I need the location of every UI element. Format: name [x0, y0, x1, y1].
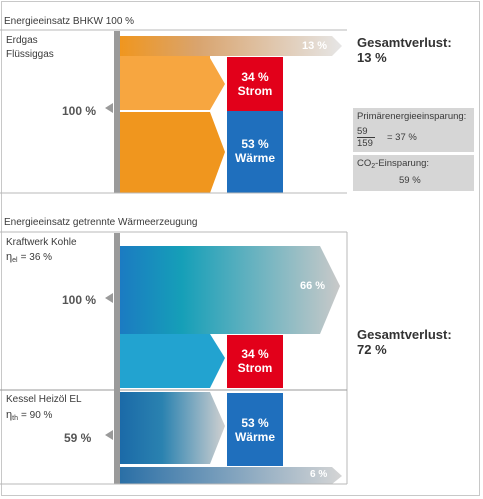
top-input-label-1: Erdgas: [6, 35, 38, 46]
fraction-line: [357, 137, 375, 138]
bottom-total-loss-label: Gesamtverlust:: [357, 327, 452, 342]
primary-den: 159: [357, 138, 373, 149]
primary-result: = 37 %: [387, 132, 417, 143]
bottom-title: Energieeinsatz getrennte Wärmeerzeugung: [4, 217, 198, 228]
top-total-loss-label: Gesamtverlust:: [357, 35, 452, 50]
top-strom-pct: 34 %: [241, 70, 269, 84]
plant-strom-flow: [120, 334, 225, 388]
bottom-waerme-pct: 53 %: [241, 416, 269, 430]
top-title: Energieeinsatz BHKW 100 %: [4, 16, 135, 27]
top-waerme-flow: [120, 112, 225, 193]
plant-input-pct: 100 %: [62, 293, 97, 307]
top-input-label-2: Flüssiggas: [6, 49, 54, 60]
plant-loss-flow: [120, 246, 340, 334]
top-waerme-pct: 53 %: [241, 137, 269, 151]
boiler-input-arrow-icon: [105, 430, 113, 440]
primary-num: 59: [357, 126, 368, 137]
boiler-loss-flow: [120, 467, 342, 484]
boiler-waerme-flow: [120, 392, 225, 464]
plant-loss-pct: 66 %: [300, 280, 326, 292]
boiler-eta: ηth = 90 %: [6, 409, 53, 422]
plant-input-arrow-icon: [105, 293, 113, 303]
co2-savings-box: CO2-Einsparung: 59 %: [353, 155, 474, 191]
co2-title: CO2-Einsparung:: [357, 158, 430, 170]
bottom-strom-box: [227, 335, 283, 388]
top-total-loss-value: 13 %: [357, 50, 387, 65]
top-strom-box: [227, 57, 283, 111]
primary-title: Primärenergieeinsparung:: [357, 111, 467, 122]
top-loss-pct: 13 %: [302, 40, 328, 52]
top-strom-flow: [120, 56, 225, 110]
plant-eta: ηel = 36 %: [6, 251, 53, 264]
bottom-strom-label: Strom: [237, 361, 273, 375]
bottom-waerme-box: [227, 393, 283, 466]
boiler-input-pct: 59 %: [64, 431, 92, 445]
boiler-loss-pct: 6 %: [310, 469, 328, 480]
top-loss-flow: [120, 36, 342, 56]
bottom-input-edge: [114, 233, 120, 484]
top-strom-label: Strom: [237, 84, 273, 98]
primary-savings-box: Primärenergieeinsparung: 59 159 = 37 %: [353, 108, 474, 152]
plant-label: Kraftwerk Kohle: [6, 237, 77, 248]
bottom-total-loss-value: 72 %: [357, 342, 387, 357]
bottom-strom-pct: 34 %: [241, 347, 269, 361]
top-waerme-label: Wärme: [234, 151, 275, 165]
bottom-waerme-label: Wärme: [234, 430, 275, 444]
co2-value: 59 %: [399, 175, 421, 186]
boiler-label: Kessel Heizöl EL: [6, 394, 82, 405]
top-input-edge: [114, 31, 120, 193]
top-input-pct: 100 %: [62, 104, 97, 118]
top-waerme-box: [227, 111, 283, 193]
top-input-arrow-icon: [105, 103, 113, 113]
